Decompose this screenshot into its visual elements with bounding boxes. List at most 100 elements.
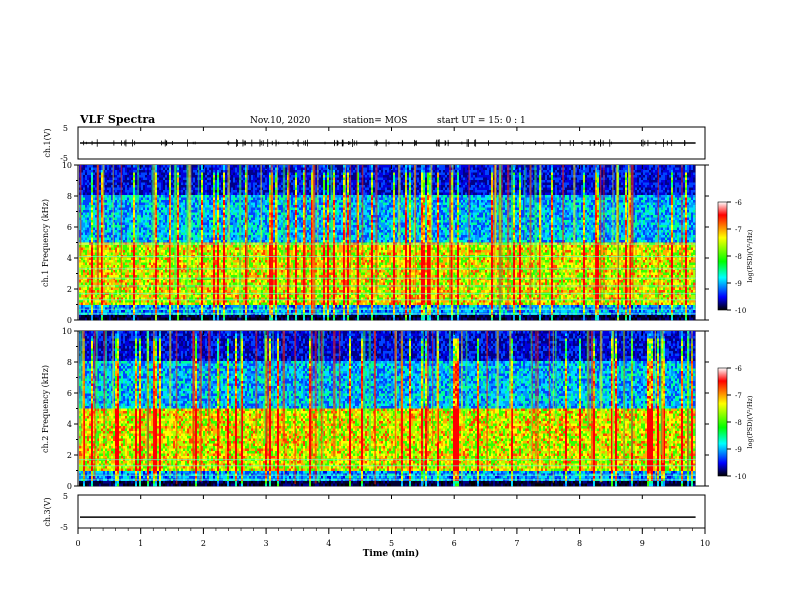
spectrogram-cell [225,290,227,293]
spectrogram-cell [99,210,101,213]
spectrogram-cell [189,280,191,283]
spectrogram-cell [79,315,81,318]
spectrogram-cell [209,190,211,193]
spectrogram-cell [117,263,119,266]
spectrogram-cell [93,223,95,226]
spectrogram-cell [133,185,135,188]
spectrogram-cell [131,285,133,288]
spectrogram-cell [83,180,85,183]
spectrogram-cell [161,253,163,256]
spectrogram-cell [129,200,131,203]
spectrogram-cell [165,273,167,276]
spectrogram-cell [115,288,117,291]
spectrogram-cell [143,300,145,303]
spectrogram-cell [143,280,145,283]
spectrogram-cell [207,253,209,256]
spectrogram-cell [221,240,223,243]
spectrogram-cell [225,225,227,228]
spectrogram-cell [105,193,107,196]
spectrogram-cell [203,318,205,321]
spectrogram-cell [193,213,195,216]
spectrogram-cell [209,265,211,268]
spectrogram-cell [201,198,203,201]
spectrogram-cell [181,270,183,273]
spectrogram-cell [127,258,129,261]
spectrogram-cell [145,248,147,251]
spectrogram-cell [107,205,109,208]
spectrogram-cell [213,230,215,233]
spectrogram-cell [177,310,179,313]
spectrogram-cell [179,315,181,318]
spectrogram-cell [223,218,225,221]
spectrogram-cell [225,203,227,206]
spectrogram-cell [123,248,125,251]
spectrogram-cell [87,250,89,253]
spectrogram-cell [207,195,209,198]
spectrogram-cell [109,185,111,188]
spectrogram-cell [201,245,203,248]
spectrogram-cell [169,310,171,313]
spectrogram-cell [133,178,135,181]
spectrogram-cell [201,273,203,276]
spectrogram-cell [87,223,89,226]
spectrogram-cell [127,283,129,286]
spectrogram-cell [207,225,209,228]
spectrogram-cell [85,185,87,188]
spectrogram-cell [171,235,173,238]
spectrogram-cell [147,168,149,171]
spectrogram-cell [231,180,233,183]
spectrogram-cell [193,238,195,241]
spectrogram-cell [79,280,81,283]
spectrogram-cell [219,300,221,303]
spectrogram-cell [81,290,83,293]
spectrogram-cell [133,248,135,251]
spectrogram-cell [139,283,141,286]
spectrogram-cell [131,275,133,278]
spectrogram-cell [157,248,159,251]
spectrogram-cell [161,225,163,228]
spectrogram-cell [213,318,215,321]
spectrogram-cell [93,235,95,238]
spectrogram-cell [159,265,161,268]
spectrogram-cell [217,185,219,188]
spectrogram-cell [125,175,127,178]
spectrogram-cell [219,178,221,181]
spectrogram-cell [207,180,209,183]
spectrogram-cell [113,318,115,321]
spectrogram-cell [195,215,197,218]
spectrogram-cell [231,193,233,196]
spectrogram-cell [191,258,193,261]
spectrogram-cell [187,318,189,321]
spectrogram-cell [145,223,147,226]
spectrogram-cell [147,205,149,208]
spectrogram-cell [145,210,147,213]
spectrogram-cell [127,250,129,253]
spectrogram-cell [211,305,213,308]
spectrogram-cell [221,248,223,251]
spectrogram-cell [225,215,227,218]
spectrogram-cell [87,195,89,198]
spectrogram-cell [167,205,169,208]
spectrogram-cell [93,173,95,176]
spectrogram-cell [153,300,155,303]
spectrogram-cell [221,290,223,293]
spectrogram-cell [207,178,209,181]
spectrogram-cell [233,265,235,268]
spectrogram-cell [147,193,149,196]
spectrogram-cell [177,193,179,196]
spectrogram-cell [159,250,161,253]
spectrogram-cell [127,200,129,203]
spectrogram-cell [171,213,173,216]
spectrogram-cell [83,203,85,206]
spectrogram-cell [89,228,91,231]
spectrogram-cell [147,190,149,193]
spectrogram-cell [109,260,111,263]
spectrogram-cell [197,283,199,286]
spectrogram-cell [183,250,185,253]
spectrogram-cell [99,193,101,196]
spectrogram-cell [195,193,197,196]
spectrogram-cell [145,198,147,201]
spectrogram-cell [207,213,209,216]
spectrogram-cell [181,310,183,313]
spectrogram-cell [147,200,149,203]
